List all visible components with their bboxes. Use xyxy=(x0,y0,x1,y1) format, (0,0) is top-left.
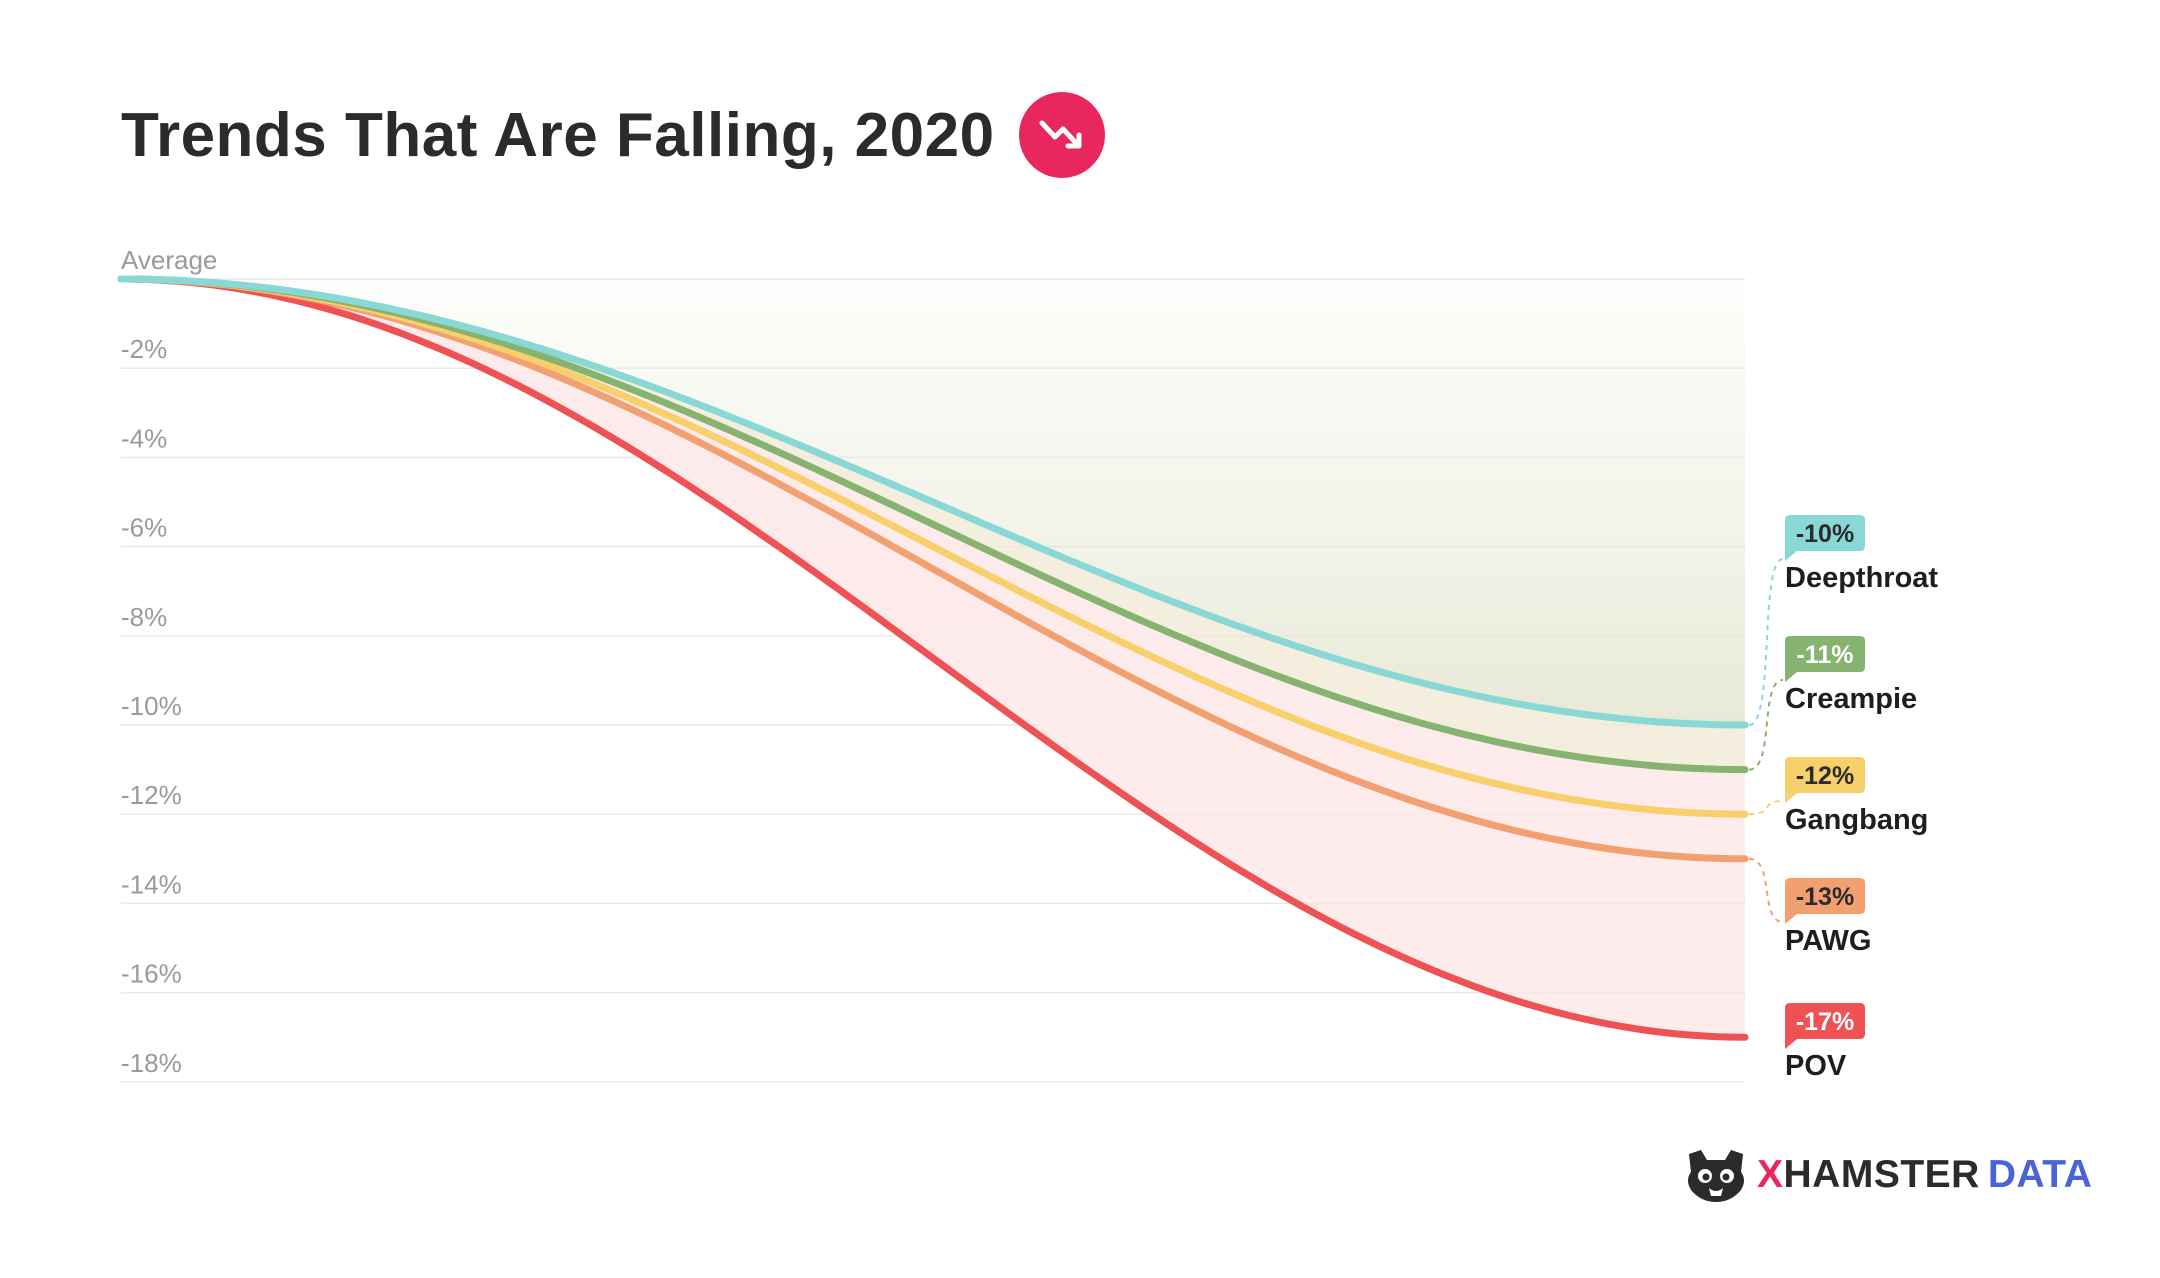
y-tick-label: -10% xyxy=(121,691,182,721)
label-percent: -17% xyxy=(1796,1008,1854,1036)
label-badge-bg xyxy=(1785,636,1865,682)
series-lines xyxy=(117,275,1749,1041)
chart-title: Trends That Are Falling, 2020 xyxy=(121,100,995,170)
series-line-pov xyxy=(117,275,1749,1041)
label-name: Deepthroat xyxy=(1785,562,1938,594)
label-name: POV xyxy=(1785,1050,1847,1082)
label-name: Gangbang xyxy=(1785,804,1928,836)
label-badge-bg xyxy=(1785,515,1865,561)
series-label-creampie: -11% Creampie xyxy=(1785,636,1917,715)
series-label-pov: -17% POV xyxy=(1785,1003,1865,1082)
y-tick-label: -18% xyxy=(121,1048,182,1078)
brand-data: DATA xyxy=(1987,1153,2093,1196)
series-label-gangbang: -12% Gangbang xyxy=(1785,757,1928,836)
y-tick-label: -8% xyxy=(121,602,167,632)
series-label-pawg: -13% PAWG xyxy=(1785,878,1871,957)
hamster-logo-icon xyxy=(1688,1150,1744,1202)
brand-wordmark: XHAMSTER DATA xyxy=(1757,1153,2092,1197)
label-name: PAWG xyxy=(1785,925,1871,957)
title-row: Trends That Are Falling, 2020 xyxy=(121,92,1105,178)
y-tick-label: -14% xyxy=(121,869,182,899)
y-tick-label: -12% xyxy=(121,780,182,810)
trending-down-icon xyxy=(1018,92,1105,178)
label-percent: -10% xyxy=(1796,520,1854,548)
label-badge-bg xyxy=(1785,757,1865,803)
series-labels: -10%Deepthroat-11%Creampie-12%Gangbang-1… xyxy=(1785,515,1938,1082)
series-label-deepthroat: -10% Deepthroat xyxy=(1785,515,1938,594)
label-badge-bg xyxy=(1785,1003,1865,1049)
brand-hamster: HAMSTER xyxy=(1783,1153,1980,1196)
label-connector xyxy=(1748,800,1784,816)
brand-x: X xyxy=(1757,1153,1784,1196)
label-connector xyxy=(1748,558,1784,726)
y-tick-label: Average xyxy=(121,245,217,275)
label-name: Creampie xyxy=(1785,683,1917,715)
label-percent: -12% xyxy=(1796,762,1854,790)
label-connector xyxy=(1748,857,1784,923)
label-connectors xyxy=(1748,558,1784,923)
label-percent: -11% xyxy=(1797,641,1854,669)
brand-logo: XHAMSTER DATA xyxy=(1683,1146,2092,1204)
y-tick-label: -16% xyxy=(121,959,182,989)
label-badge-bg xyxy=(1785,878,1865,924)
y-tick-label: -6% xyxy=(121,513,167,543)
series-line-deepthroat xyxy=(117,275,1749,729)
y-tick-label: -2% xyxy=(121,334,167,364)
label-connector xyxy=(1748,679,1784,771)
y-axis-tick-labels: Average -2% -4% -6% -8% -10% -12% -14% -16% -18% xyxy=(121,245,217,1078)
label-percent: -13% xyxy=(1796,883,1854,911)
y-tick-label: -4% xyxy=(121,423,167,453)
